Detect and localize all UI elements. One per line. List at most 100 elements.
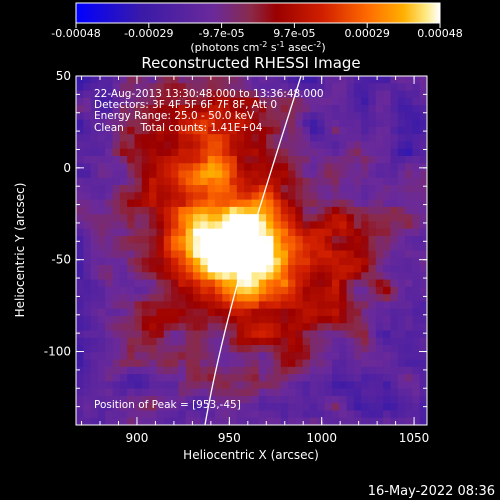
image-pixel xyxy=(222,206,231,215)
image-pixel xyxy=(112,265,121,273)
image-pixel xyxy=(229,119,238,128)
image-pixel xyxy=(397,141,406,150)
image-pixel xyxy=(229,141,238,150)
image-pixel xyxy=(156,366,165,375)
image-pixel xyxy=(412,235,421,244)
image-pixel xyxy=(76,381,84,390)
image-pixel xyxy=(412,119,421,128)
image-pixel xyxy=(397,235,406,244)
image-pixel xyxy=(119,374,128,382)
image-pixel xyxy=(324,206,333,215)
image-pixel xyxy=(280,410,289,419)
image-pixel xyxy=(258,272,267,281)
image-pixel xyxy=(302,155,311,164)
image-pixel xyxy=(112,294,121,302)
image-pixel xyxy=(200,381,209,390)
image-pixel xyxy=(141,141,150,150)
image-pixel xyxy=(383,214,392,223)
image-pixel xyxy=(266,323,275,332)
image-pixel xyxy=(156,105,165,113)
image-pixel xyxy=(251,155,260,164)
image-pixel xyxy=(97,395,106,404)
image-pixel xyxy=(141,395,150,404)
image-pixel xyxy=(236,199,245,208)
image-pixel xyxy=(317,359,326,368)
image-pixel xyxy=(90,388,99,397)
image-pixel xyxy=(280,170,289,179)
image-pixel xyxy=(266,90,275,99)
image-pixel xyxy=(390,177,399,186)
image-pixel xyxy=(368,410,377,419)
image-pixel xyxy=(390,337,399,346)
image-pixel xyxy=(156,286,165,295)
image-pixel xyxy=(310,257,318,266)
image-pixel xyxy=(280,105,289,113)
image-pixel xyxy=(76,279,84,288)
image-pixel xyxy=(83,345,92,353)
image-pixel xyxy=(317,155,326,164)
image-pixel xyxy=(149,294,158,302)
image-pixel xyxy=(83,352,92,361)
image-pixel xyxy=(193,126,201,135)
image-pixel xyxy=(149,134,158,143)
image-pixel xyxy=(310,337,318,346)
image-pixel xyxy=(178,279,187,288)
image-pixel xyxy=(105,243,114,252)
image-pixel xyxy=(361,185,370,193)
image-pixel xyxy=(324,272,333,281)
image-pixel xyxy=(295,345,304,353)
image-pixel xyxy=(295,97,304,106)
image-pixel xyxy=(295,257,304,266)
image-pixel xyxy=(339,221,348,230)
image-pixel xyxy=(288,235,296,244)
image-pixel xyxy=(258,163,267,172)
image-pixel xyxy=(76,199,84,208)
image-pixel xyxy=(368,214,377,223)
image-pixel xyxy=(251,250,260,259)
image-pixel xyxy=(383,395,392,404)
image-pixel xyxy=(346,345,355,353)
image-pixel xyxy=(97,119,106,128)
image-pixel xyxy=(375,388,384,397)
image-pixel xyxy=(383,126,392,135)
image-pixel xyxy=(178,381,187,390)
image-pixel xyxy=(397,352,406,361)
image-pixel xyxy=(310,250,318,259)
image-pixel xyxy=(97,410,106,419)
image-pixel xyxy=(353,308,362,317)
image-pixel xyxy=(405,126,413,135)
image-pixel xyxy=(346,214,355,223)
image-pixel xyxy=(76,352,84,361)
image-pixel xyxy=(258,177,267,186)
image-pixel xyxy=(258,374,267,382)
image-pixel xyxy=(236,83,245,92)
image-pixel xyxy=(397,112,406,121)
image-pixel xyxy=(331,83,340,92)
image-pixel xyxy=(193,301,201,310)
image-pixel xyxy=(178,148,187,157)
image-pixel xyxy=(397,323,406,332)
image-pixel xyxy=(127,235,136,244)
image-pixel xyxy=(273,134,282,143)
image-pixel xyxy=(317,345,326,353)
image-pixel xyxy=(324,243,333,252)
image-pixel xyxy=(397,417,406,425)
image-pixel xyxy=(419,279,427,288)
image-pixel xyxy=(353,134,362,143)
image-pixel xyxy=(105,177,114,186)
image-pixel xyxy=(178,323,187,332)
image-pixel xyxy=(156,235,165,244)
image-pixel xyxy=(390,315,399,324)
image-pixel xyxy=(134,119,143,128)
image-pixel xyxy=(251,272,260,281)
image-pixel xyxy=(207,170,216,179)
image-pixel xyxy=(375,199,384,208)
image-pixel xyxy=(331,119,340,128)
image-pixel xyxy=(222,352,231,361)
image-pixel xyxy=(236,301,245,310)
image-pixel xyxy=(390,417,399,425)
image-pixel xyxy=(266,257,275,266)
image-pixel xyxy=(331,148,340,157)
image-pixel xyxy=(222,403,231,412)
image-pixel xyxy=(383,257,392,266)
